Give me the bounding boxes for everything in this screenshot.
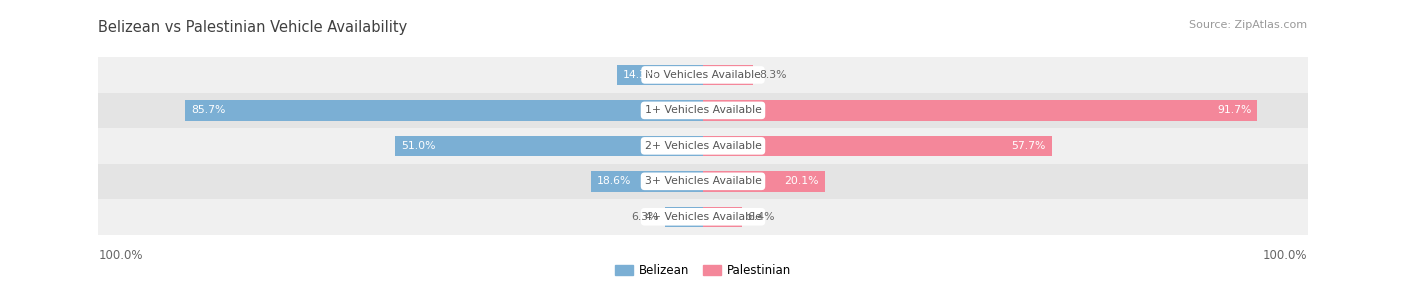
Legend: Belizean, Palestinian: Belizean, Palestinian <box>614 264 792 277</box>
Text: 51.0%: 51.0% <box>401 141 436 151</box>
Text: 85.7%: 85.7% <box>191 106 225 115</box>
FancyBboxPatch shape <box>98 199 1308 235</box>
Bar <box>665 206 703 227</box>
Text: Source: ZipAtlas.com: Source: ZipAtlas.com <box>1189 20 1308 30</box>
Text: 20.1%: 20.1% <box>785 176 818 186</box>
Bar <box>703 171 824 192</box>
Bar <box>395 136 703 156</box>
FancyBboxPatch shape <box>98 128 1308 164</box>
Text: 4+ Vehicles Available: 4+ Vehicles Available <box>644 212 762 222</box>
Text: 100.0%: 100.0% <box>1263 249 1308 262</box>
Text: 100.0%: 100.0% <box>98 249 143 262</box>
Text: 6.3%: 6.3% <box>631 212 659 222</box>
Text: 18.6%: 18.6% <box>596 176 631 186</box>
Bar <box>703 65 754 85</box>
Text: 8.3%: 8.3% <box>759 70 787 80</box>
Bar <box>184 100 703 121</box>
FancyBboxPatch shape <box>98 93 1308 128</box>
Text: 6.4%: 6.4% <box>748 212 775 222</box>
Text: No Vehicles Available: No Vehicles Available <box>645 70 761 80</box>
FancyBboxPatch shape <box>98 57 1308 93</box>
Bar <box>703 136 1052 156</box>
Text: 57.7%: 57.7% <box>1011 141 1046 151</box>
Text: 2+ Vehicles Available: 2+ Vehicles Available <box>644 141 762 151</box>
Bar <box>703 206 742 227</box>
Bar <box>703 100 1257 121</box>
Text: 14.3%: 14.3% <box>623 70 657 80</box>
Bar <box>591 171 703 192</box>
Text: Belizean vs Palestinian Vehicle Availability: Belizean vs Palestinian Vehicle Availabi… <box>98 20 408 35</box>
Text: 91.7%: 91.7% <box>1218 106 1251 115</box>
FancyBboxPatch shape <box>98 164 1308 199</box>
Text: 1+ Vehicles Available: 1+ Vehicles Available <box>644 106 762 115</box>
Text: 3+ Vehicles Available: 3+ Vehicles Available <box>644 176 762 186</box>
Bar <box>617 65 703 85</box>
